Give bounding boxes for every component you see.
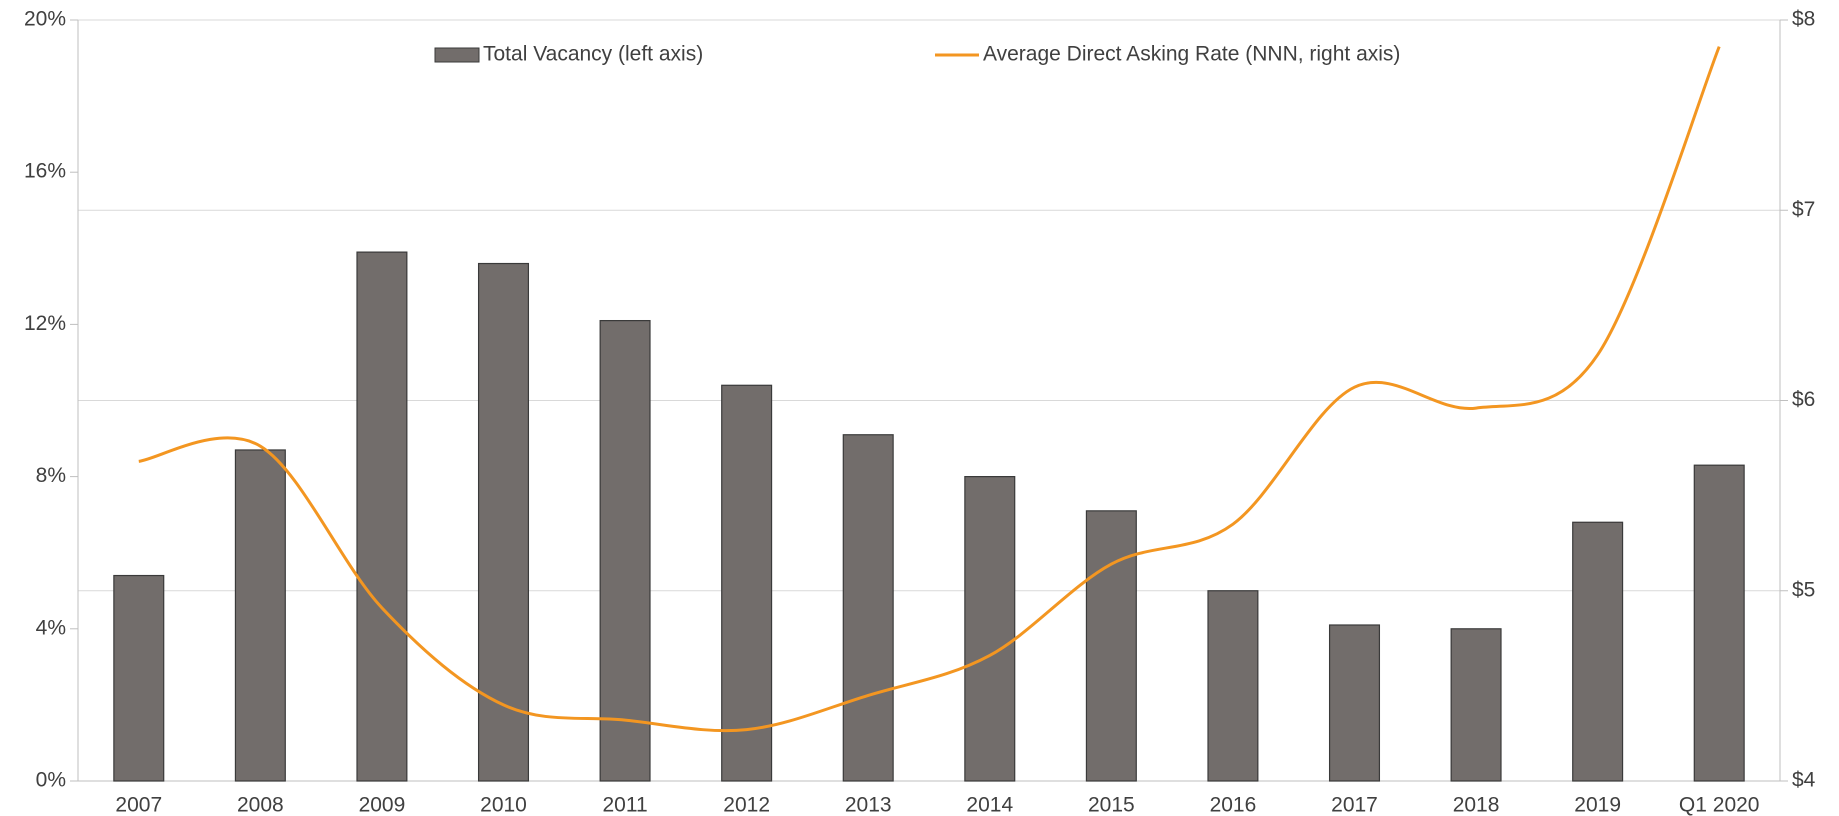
bar: [1693, 464, 1745, 782]
bar: [113, 574, 165, 782]
y2-tick-label: $4: [1792, 769, 1816, 792]
x-tick-label: 2014: [966, 794, 1013, 816]
legend-label: Total Vacancy (left axis): [483, 43, 703, 66]
bar: [599, 319, 651, 782]
x-tick-label: 2015: [1088, 794, 1135, 816]
x-tick-label: Q1 2020: [1679, 794, 1760, 816]
x-tick-label: 2011: [602, 794, 647, 816]
y-tick-label: 0%: [36, 769, 66, 792]
y-tick-label: 4%: [36, 616, 66, 639]
legend-label: Average Direct Asking Rate (NNN, right a…: [983, 43, 1400, 66]
bar: [1328, 624, 1381, 782]
bar: [1085, 510, 1137, 782]
y2-tick-label: $7: [1792, 198, 1815, 221]
x-tick-label: 2019: [1574, 794, 1621, 816]
y-tick-label: 12%: [24, 312, 66, 335]
bar: [356, 251, 408, 782]
y-tick-label: 20%: [24, 8, 66, 31]
bar: [842, 434, 894, 782]
bar: [721, 384, 773, 782]
bar: [964, 476, 1016, 782]
x-tick-label: 2018: [1453, 794, 1500, 816]
y2-tick-label: $5: [1792, 578, 1815, 601]
x-tick-label: 2009: [359, 794, 406, 816]
y-tick-label: 8%: [36, 464, 66, 487]
x-tick-label: 2007: [115, 794, 162, 816]
bar: [234, 449, 286, 782]
bar: [1572, 521, 1624, 782]
y2-tick-label: $6: [1792, 388, 1815, 411]
x-tick-label: 2012: [723, 794, 770, 816]
y2-tick-label: $8: [1792, 8, 1815, 31]
legend-swatch: [434, 47, 480, 63]
bar: [1450, 628, 1502, 782]
x-tick-label: 2013: [845, 794, 892, 816]
bar: [1207, 590, 1259, 782]
y-tick-label: 16%: [24, 160, 66, 183]
x-tick-label: 2008: [237, 794, 284, 816]
x-tick-label: 2016: [1210, 794, 1257, 816]
x-tick-label: 2017: [1331, 794, 1378, 816]
line: [138, 46, 1721, 733]
x-tick-label: 2010: [480, 794, 527, 816]
